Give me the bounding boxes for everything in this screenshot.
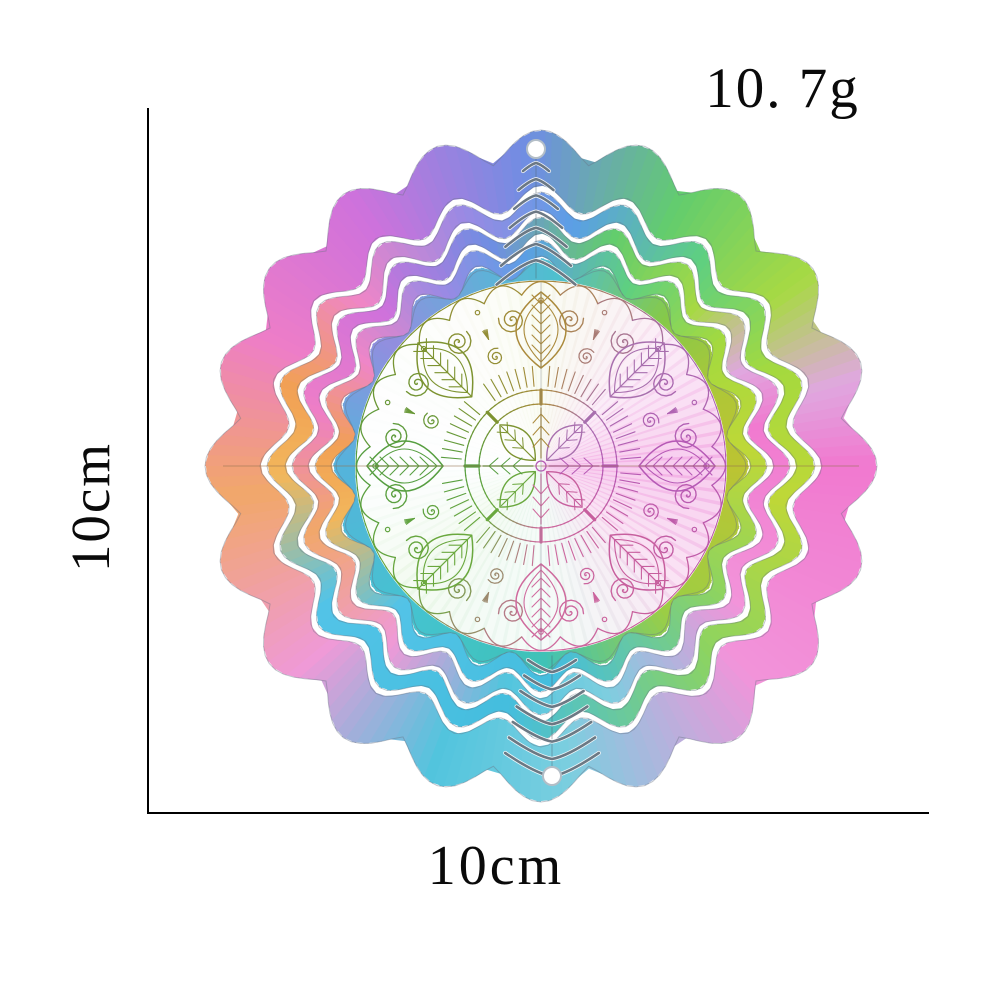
spinner-wavy-rings	[204, 129, 878, 803]
top-hanging-hole	[526, 139, 546, 159]
height-dimension-line	[147, 108, 149, 813]
hanging-holes	[526, 139, 562, 786]
mandala-lace-pattern	[355, 280, 727, 652]
fishbone-slits	[494, 158, 601, 779]
width-dimension-line	[147, 812, 929, 814]
bottom-hanging-hole	[542, 766, 562, 786]
weight-label: 10. 7g	[705, 57, 860, 120]
height-label: 10cm	[60, 441, 121, 573]
width-label: 10cm	[427, 835, 565, 897]
